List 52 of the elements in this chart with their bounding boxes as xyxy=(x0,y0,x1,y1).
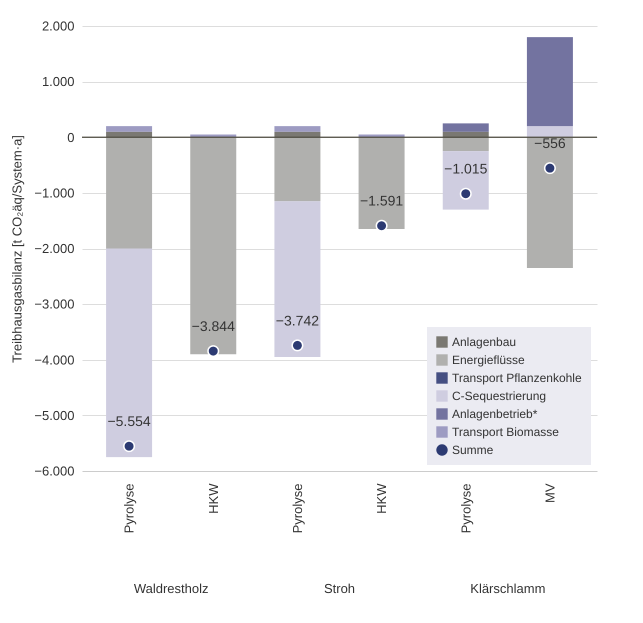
text: Waldrestholz xyxy=(134,581,208,596)
bar xyxy=(442,137,489,152)
bar xyxy=(190,137,236,354)
point xyxy=(460,188,472,200)
y-tick-label: −4.000 xyxy=(34,352,74,368)
bar xyxy=(442,123,489,132)
bar xyxy=(106,137,152,248)
legend-label: Energieflüsse xyxy=(452,353,526,367)
bar xyxy=(442,151,489,210)
x-tick-label: HKW xyxy=(206,482,221,514)
data-label: −5.554 xyxy=(107,413,151,430)
bar xyxy=(526,137,573,268)
data-label: −1.591 xyxy=(360,192,404,209)
bar xyxy=(106,248,152,458)
point xyxy=(376,220,388,232)
legend-label: Anlagenbau xyxy=(452,335,516,349)
point xyxy=(291,339,304,352)
x-tick-label: MV xyxy=(542,483,558,503)
y-tick-label: 1.000 xyxy=(42,74,74,90)
y-axis-title: Treibhausgasbilanz [t CO₂äq/System·a] xyxy=(9,135,24,363)
bar xyxy=(526,126,573,138)
legend-label: Anlagenbetrieb* xyxy=(452,407,538,421)
legend-label: Transport Biomasse xyxy=(452,425,560,439)
y-tick-label: −6.000 xyxy=(34,464,74,478)
x-tick-label: Pyrolyse xyxy=(122,484,137,534)
y-tick-label: −2.000 xyxy=(34,241,74,256)
legend-label: Summe xyxy=(452,443,494,457)
y-tick-label: −5.000 xyxy=(34,408,74,423)
y-tick-label: 2.000 xyxy=(42,18,74,34)
y-tick-label: 0 xyxy=(67,130,74,145)
y-tick-label: −3.000 xyxy=(34,296,74,312)
bar xyxy=(274,126,320,132)
x-tick-label: Pyrolyse xyxy=(290,484,305,534)
bar xyxy=(358,137,405,230)
point xyxy=(123,440,136,452)
bar xyxy=(274,137,320,202)
text: Stroh xyxy=(324,581,356,596)
bar xyxy=(106,126,152,132)
data-label: −3.844 xyxy=(192,318,236,334)
data-label: −556 xyxy=(534,135,566,152)
x-tick-label: Pyrolyse xyxy=(458,484,474,534)
data-label: −3.742 xyxy=(276,312,320,328)
y-tick-label: −1.000 xyxy=(34,185,74,200)
text: Klärschlamm xyxy=(470,581,546,596)
legend-label: C-Sequestrierung xyxy=(452,389,546,403)
x-tick-label: HKW xyxy=(374,482,390,514)
bar xyxy=(526,37,573,126)
point xyxy=(544,162,556,174)
point xyxy=(207,345,220,358)
bar xyxy=(274,201,320,357)
legend-label: Transport Pflanzenkohle xyxy=(452,371,582,385)
data-label: −1.015 xyxy=(444,160,488,177)
